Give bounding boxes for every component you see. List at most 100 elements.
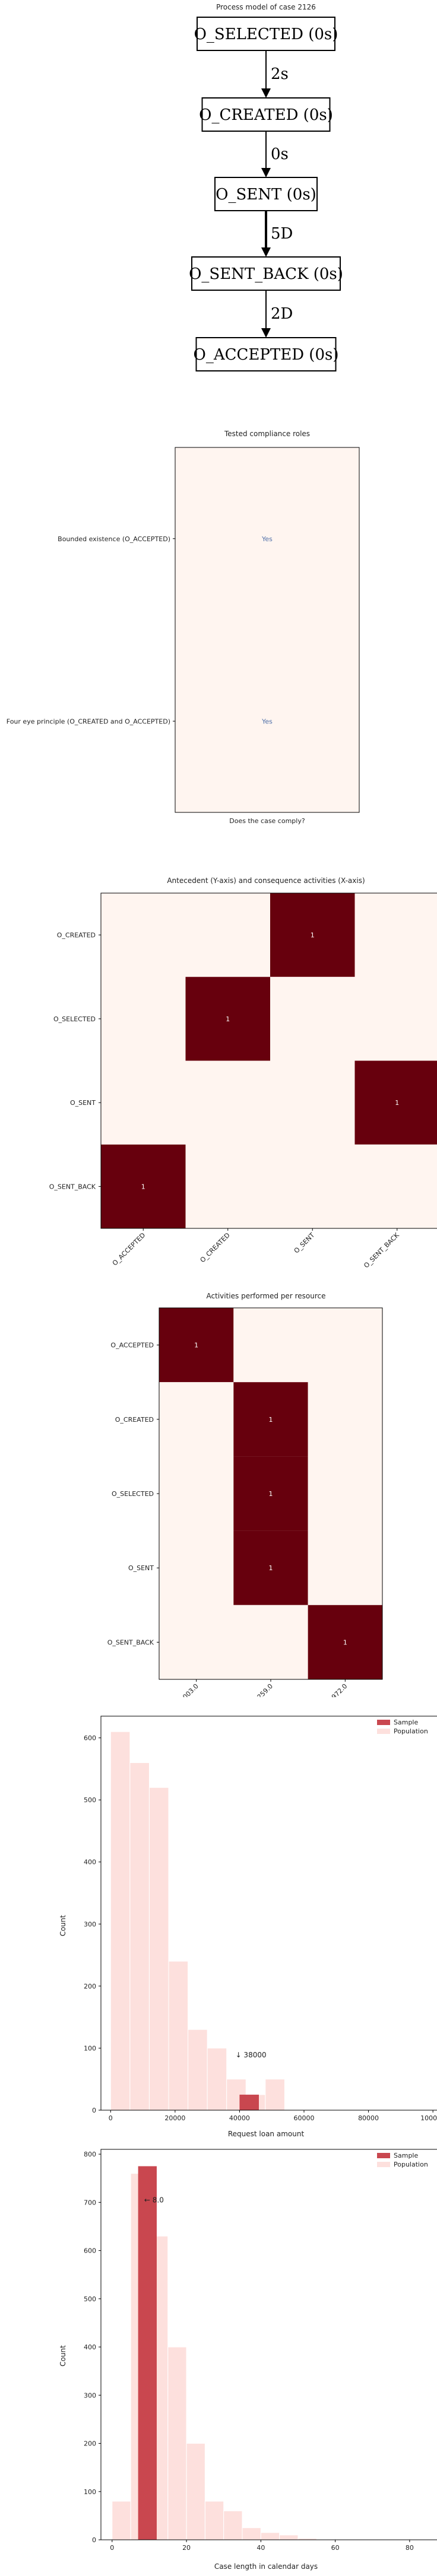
antecedent-cell bbox=[101, 977, 186, 1061]
resource-cell bbox=[159, 1605, 234, 1679]
case-length-xtick-label: 40 bbox=[256, 2544, 265, 2552]
process-node-label: O_SENT (0s) bbox=[216, 186, 316, 204]
antecedent-cell bbox=[270, 977, 355, 1061]
case-length-bar bbox=[167, 2346, 187, 2540]
antecedent-row-label: O_SENT bbox=[70, 1099, 96, 1107]
antecedent-cell bbox=[354, 893, 437, 977]
loan-legend-label: Population bbox=[394, 1727, 428, 1735]
loan-xtick-label: 100000 bbox=[420, 2114, 437, 2122]
loan-legend-swatch bbox=[377, 1720, 390, 1725]
case-length-xtick-label: 80 bbox=[406, 2544, 414, 2552]
antecedent-cell-value: 1 bbox=[226, 1015, 230, 1023]
case-length-bar bbox=[242, 2527, 261, 2540]
case-length-bar bbox=[204, 2501, 224, 2540]
case-length-xlabel: Case length in calendar days bbox=[214, 2562, 318, 2571]
loan-ytick-label: 300 bbox=[84, 1920, 96, 1928]
loan-legend-swatch bbox=[377, 1729, 390, 1734]
resource-column-label: 10972.0 bbox=[324, 1682, 349, 1697]
case-length-xtick-label: 60 bbox=[331, 2544, 340, 2552]
compliance-row-label: Bounded existence (O_ACCEPTED) bbox=[58, 535, 170, 543]
process-node bbox=[195, 337, 337, 371]
loan-bar bbox=[129, 1762, 150, 2111]
loan-bar bbox=[110, 1731, 131, 2111]
loan-ytick-label: 500 bbox=[84, 1796, 96, 1804]
antecedent-cell bbox=[270, 893, 355, 977]
compliance-plot-area bbox=[175, 447, 360, 813]
process-node-label: O_SENT_BACK (0s) bbox=[189, 265, 343, 283]
case-length-ytick-label: 700 bbox=[84, 2199, 96, 2206]
loan-xtick-label: 20000 bbox=[164, 2114, 185, 2122]
process-node-label: O_SELECTED (0s) bbox=[194, 26, 338, 43]
loan-bar bbox=[265, 2079, 285, 2111]
antecedent-column-label: O_CREATED bbox=[199, 1231, 232, 1264]
loan-xtick-label: 40000 bbox=[229, 2114, 250, 2122]
loan-amount-chart: 0 20000 40000 60000 80000 100000 0 100 200 300 400… bbox=[59, 1716, 437, 2138]
loan-ytick-label: 400 bbox=[84, 1859, 96, 1866]
compliance-chart: Tested compliance roles Bounded existenc… bbox=[7, 430, 360, 825]
antecedent-cell bbox=[101, 1060, 186, 1145]
resource-cell bbox=[308, 1605, 382, 1679]
antecedent-cell bbox=[270, 1144, 355, 1228]
antecedent-frame bbox=[100, 892, 437, 1229]
resource-cell bbox=[159, 1456, 234, 1531]
antecedent-cell bbox=[185, 977, 270, 1061]
resource-cell bbox=[159, 1382, 234, 1457]
resource-cell-value: 1 bbox=[269, 1490, 273, 1498]
resource-cell-value: 1 bbox=[343, 1638, 347, 1646]
antecedent-cell bbox=[354, 977, 437, 1061]
case-length-annotation: ← 8.0 bbox=[144, 2196, 164, 2204]
case-length-legend-swatch bbox=[377, 2153, 390, 2158]
process-node bbox=[201, 97, 331, 132]
loan-annotation: ↓ 38000 bbox=[236, 2051, 267, 2059]
arrow-head-icon bbox=[261, 328, 271, 338]
loan-xtick-label: 0 bbox=[109, 2114, 113, 2122]
case-length-ytick-label: 600 bbox=[84, 2247, 96, 2255]
resource-cell bbox=[308, 1308, 382, 1383]
case-length-ytick-label: 300 bbox=[84, 2391, 96, 2399]
loan-bar bbox=[188, 2029, 208, 2111]
loan-ytick-label: 600 bbox=[84, 1735, 96, 1742]
loan-frame bbox=[100, 1716, 437, 2111]
process-node-label: O_ACCEPTED (0s) bbox=[194, 346, 339, 364]
resource-cell bbox=[233, 1456, 308, 1531]
process-edge-label: 2s bbox=[271, 65, 289, 83]
antecedent-cell bbox=[354, 1060, 437, 1145]
process-edge-label: 0s bbox=[271, 145, 289, 163]
process-node bbox=[197, 17, 335, 51]
antecedent-title: Antecedent (Y-axis) and consequence acti… bbox=[167, 876, 365, 885]
loan-bar bbox=[207, 2047, 227, 2111]
case-length-xtick-label: 0 bbox=[110, 2544, 114, 2552]
case-length-legend-swatch bbox=[377, 2162, 390, 2167]
case-length-bar bbox=[186, 2443, 205, 2540]
resource-column-label: 11259.0 bbox=[250, 1682, 274, 1697]
resource-cell bbox=[233, 1605, 308, 1679]
antecedent-cell-value: 1 bbox=[395, 1099, 399, 1107]
resource-cell bbox=[233, 1308, 308, 1383]
antecedent-cell bbox=[270, 1060, 355, 1145]
process-edge-label: 2D bbox=[271, 305, 293, 323]
resource-row-label: O_SELECTED bbox=[112, 1490, 154, 1498]
loan-bar bbox=[168, 1961, 189, 2111]
loan-xtick-label: 80000 bbox=[358, 2114, 379, 2122]
resource-title: Activities performed per resource bbox=[207, 1292, 326, 1300]
case-length-ytick-label: 0 bbox=[92, 2536, 96, 2544]
process-model-title: Process model of case 2126 bbox=[216, 3, 316, 11]
loan-bar bbox=[239, 2094, 259, 2110]
loan-ytick-label: 100 bbox=[84, 2044, 96, 2052]
antecedent-column-label: O_SENT bbox=[293, 1231, 316, 1255]
resource-cell bbox=[233, 1530, 308, 1605]
case-length-ytick-label: 800 bbox=[84, 2151, 96, 2158]
case-length-bar bbox=[112, 2501, 131, 2540]
resource-row-label: O_ACCEPTED bbox=[110, 1342, 154, 1349]
resource-row-label: O_SENT_BACK bbox=[107, 1638, 154, 1646]
resource-chart: Activities performed per resource 1 1 1 1 1 O… bbox=[107, 1292, 383, 1697]
antecedent-cell bbox=[101, 893, 186, 977]
arrow-head-icon bbox=[261, 88, 271, 98]
antecedent-row-label: O_CREATED bbox=[57, 932, 96, 939]
loan-xtick-label: 60000 bbox=[294, 2114, 315, 2122]
resource-column-label: 11003.0 bbox=[175, 1682, 200, 1697]
case-length-legend-label: Sample bbox=[394, 2152, 418, 2159]
case-length-ylabel: Count bbox=[59, 2345, 67, 2367]
antecedent-cell-value: 1 bbox=[311, 932, 315, 939]
antecedent-cell bbox=[185, 1144, 270, 1228]
